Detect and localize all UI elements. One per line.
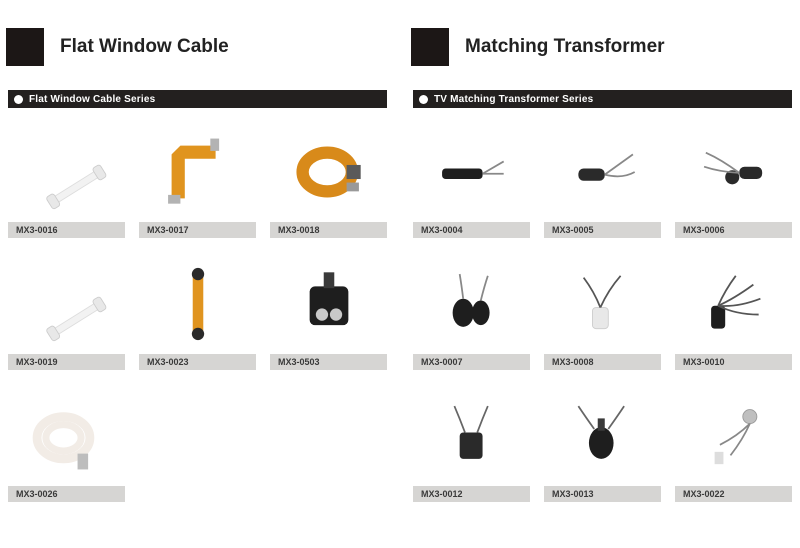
- header-square-icon: [411, 28, 449, 66]
- sku-bar: MX3-0023: [139, 354, 256, 370]
- transformer-y-lead-multi-icon: [675, 254, 792, 354]
- sku-bar: MX3-0503: [270, 354, 387, 370]
- transformer-barrel-lead-ring-icon: [675, 122, 792, 222]
- sku-label: MX3-0017: [147, 225, 189, 235]
- product-card[interactable]: MX3-0026: [8, 386, 125, 502]
- series-dot-icon: [419, 95, 428, 104]
- product-card[interactable]: MX3-0005: [544, 122, 661, 238]
- sku-label: MX3-0016: [16, 225, 58, 235]
- section-header-right: Matching Transformer: [411, 28, 794, 66]
- transformer-split-black-icon: [413, 254, 530, 354]
- product-card[interactable]: MX3-0008: [544, 254, 661, 370]
- cable-coil-white-icon: [8, 386, 125, 486]
- sku-label: MX3-0007: [421, 357, 463, 367]
- section-title: Flat Window Cable: [60, 36, 229, 58]
- sku-label: MX3-0006: [683, 225, 725, 235]
- sku-bar: MX3-0010: [675, 354, 792, 370]
- sku-label: MX3-0012: [421, 489, 463, 499]
- cable-flat-orange-icon: [139, 122, 256, 222]
- transformer-inline-black-icon: [413, 122, 530, 222]
- sku-bar: MX3-0026: [8, 486, 125, 502]
- transformer-thin-leads-icon: [675, 386, 792, 486]
- balun-black-box-icon: [270, 254, 387, 354]
- product-card[interactable]: MX3-0012: [413, 386, 530, 502]
- transformer-barrel-dual-icon: [544, 386, 661, 486]
- sku-bar: MX3-0018: [270, 222, 387, 238]
- series-bar-left: Flat Window Cable Series: [8, 90, 387, 108]
- sku-bar: MX3-0006: [675, 222, 792, 238]
- product-grid-left: MX3-0016 MX3-0017 MX3-0018 MX3-0019 MX3-0023…: [6, 122, 389, 502]
- cable-flat-orange-short-icon: [139, 254, 256, 354]
- sku-label: MX3-0019: [16, 357, 58, 367]
- sku-label: MX3-0026: [16, 489, 58, 499]
- sku-bar: MX3-0005: [544, 222, 661, 238]
- series-label: Flat Window Cable Series: [29, 94, 155, 105]
- series-dot-icon: [14, 95, 23, 104]
- sku-bar: MX3-0013: [544, 486, 661, 502]
- cable-flat-orange-loop-icon: [270, 122, 387, 222]
- product-card[interactable]: MX3-0016: [8, 122, 125, 238]
- sku-label: MX3-0018: [278, 225, 320, 235]
- product-card[interactable]: MX3-0004: [413, 122, 530, 238]
- product-card[interactable]: MX3-0022: [675, 386, 792, 502]
- sku-label: MX3-0004: [421, 225, 463, 235]
- sku-bar: MX3-0022: [675, 486, 792, 502]
- sku-bar: MX3-0012: [413, 486, 530, 502]
- product-card[interactable]: MX3-0010: [675, 254, 792, 370]
- sku-label: MX3-0023: [147, 357, 189, 367]
- product-card[interactable]: MX3-0019: [8, 254, 125, 370]
- sku-bar: MX3-0007: [413, 354, 530, 370]
- catalog-page: Flat Window Cable Flat Window Cable Seri…: [0, 0, 800, 502]
- cable-white-diag-icon: [8, 122, 125, 222]
- section-matching-transformer: Matching Transformer TV Matching Transfo…: [405, 0, 800, 502]
- product-card[interactable]: MX3-0503: [270, 254, 387, 370]
- product-card[interactable]: MX3-0017: [139, 122, 256, 238]
- sku-label: MX3-0013: [552, 489, 594, 499]
- cable-white-diag-icon: [8, 254, 125, 354]
- transformer-y-lead-icon: [544, 254, 661, 354]
- sku-label: MX3-0005: [552, 225, 594, 235]
- transformer-box-leads-icon: [413, 386, 530, 486]
- product-card[interactable]: MX3-0013: [544, 386, 661, 502]
- sku-label: MX3-0010: [683, 357, 725, 367]
- sku-bar: MX3-0019: [8, 354, 125, 370]
- sku-bar: MX3-0017: [139, 222, 256, 238]
- sku-label: MX3-0503: [278, 357, 320, 367]
- sku-bar: MX3-0008: [544, 354, 661, 370]
- sku-bar: MX3-0004: [413, 222, 530, 238]
- section-title: Matching Transformer: [465, 36, 665, 58]
- sku-label: MX3-0022: [683, 489, 725, 499]
- sku-label: MX3-0008: [552, 357, 594, 367]
- product-card[interactable]: MX3-0023: [139, 254, 256, 370]
- section-header-left: Flat Window Cable: [6, 28, 389, 66]
- product-card[interactable]: MX3-0007: [413, 254, 530, 370]
- product-card[interactable]: MX3-0018: [270, 122, 387, 238]
- section-flat-window-cable: Flat Window Cable Flat Window Cable Seri…: [0, 0, 395, 502]
- product-card[interactable]: MX3-0006: [675, 122, 792, 238]
- series-label: TV Matching Transformer Series: [434, 94, 593, 105]
- product-grid-right: MX3-0004 MX3-0005 MX3-0006 MX3-0007 MX3-0008…: [411, 122, 794, 502]
- sku-bar: MX3-0016: [8, 222, 125, 238]
- transformer-barrel-lead-icon: [544, 122, 661, 222]
- header-square-icon: [6, 28, 44, 66]
- series-bar-right: TV Matching Transformer Series: [413, 90, 792, 108]
